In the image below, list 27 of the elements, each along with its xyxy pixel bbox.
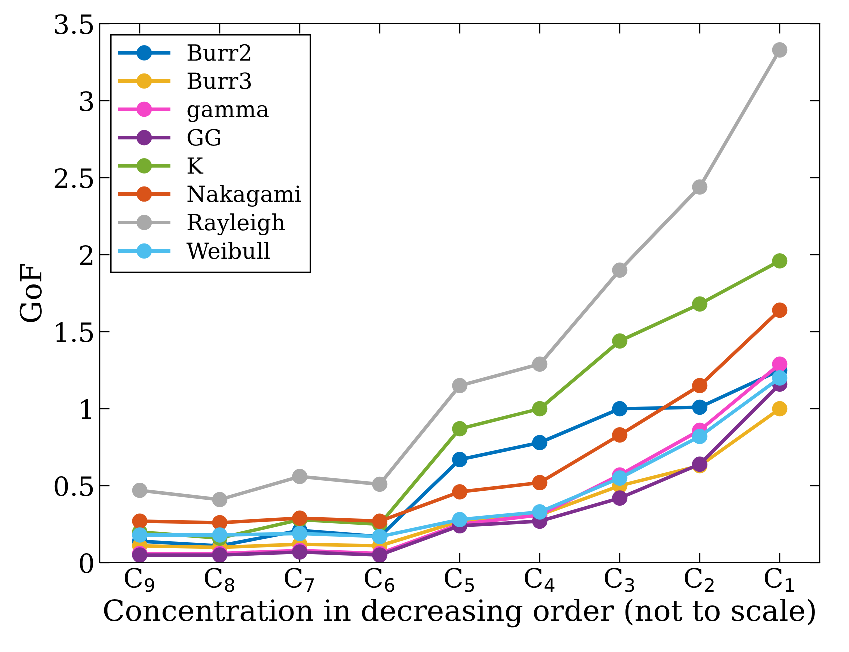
legend-label: gamma (188, 105, 269, 122)
x-tick-label: C$_{9}$ (124, 568, 154, 592)
y-tick-label: 3 (80, 91, 94, 112)
x-axis-title: Concentration in decreasing order (not to scale) (104, 598, 815, 628)
x-tick-label: C$_{7}$ (284, 568, 314, 592)
y-axis-title: GoF (20, 264, 42, 322)
y-tick-label: 2 (80, 245, 93, 266)
legend-label: GG (188, 129, 220, 146)
y-tick-label: 0.5 (54, 476, 94, 496)
legend-label: K (188, 158, 204, 174)
x-tick-label: C$_{5}$ (444, 568, 474, 592)
x-tick-label: C$_{2}$ (684, 568, 714, 592)
legend-label: Burr3 (188, 72, 252, 90)
legend-label: Nakagami (188, 185, 302, 208)
x-tick-label: C$_{6}$ (364, 568, 395, 592)
y-tick-label: 0 (80, 553, 94, 574)
x-tick-label: C$_{1}$ (764, 568, 794, 592)
x-tick-label: C$_{3}$ (604, 568, 634, 592)
x-tick-label: C$_{8}$ (204, 568, 234, 592)
y-tick-label: 1.5 (56, 322, 94, 342)
y-tick-label: 3.5 (55, 14, 94, 34)
legend-label: Burr2 (188, 44, 251, 62)
y-tick-label: 2.5 (54, 168, 94, 188)
y-tick-label: 1 (82, 399, 92, 420)
legend-label: Weibull (186, 242, 270, 260)
legend-label: Rayleigh (188, 214, 285, 236)
x-tick-label: C$_{4}$ (524, 568, 555, 592)
